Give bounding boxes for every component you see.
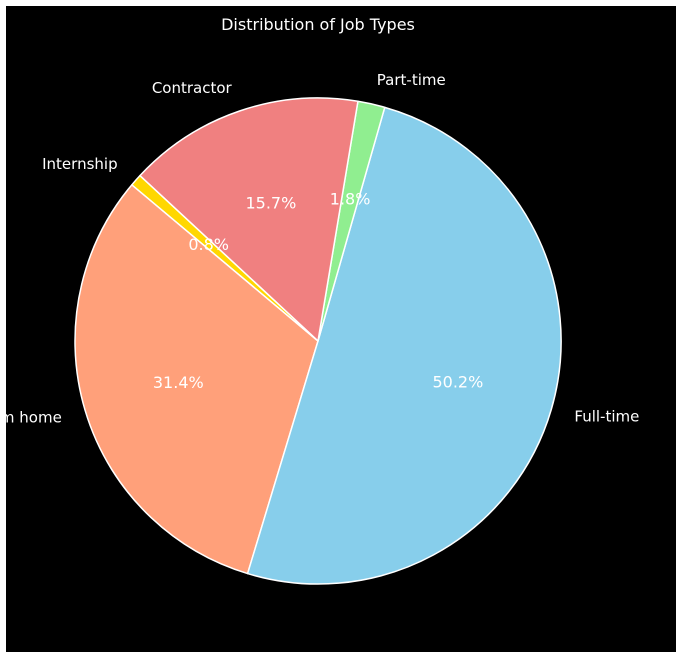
label-contractor: Contractor bbox=[152, 79, 233, 97]
label-work-from-home: Work from home bbox=[0, 408, 62, 426]
pct-label-work-from-home: 31.4% bbox=[153, 373, 204, 392]
label-part-time: Part-time bbox=[377, 71, 446, 89]
percent-labels: 31.4% 50.2% 1.8% 15.7% 0.8% bbox=[153, 189, 483, 392]
slice-work-from-home bbox=[74, 184, 319, 575]
slice-full-time bbox=[246, 106, 562, 585]
slice-labels: Work from home Full-time Part-time Contract… bbox=[0, 71, 639, 426]
slice-contractor bbox=[139, 97, 359, 342]
pct-label-contractor: 15.7% bbox=[245, 194, 296, 213]
slice-internship bbox=[131, 174, 319, 342]
label-internship: Internship bbox=[42, 155, 117, 173]
pct-label-full-time: 50.2% bbox=[432, 373, 483, 392]
pct-label-part-time: 1.8% bbox=[330, 189, 371, 208]
pct-label-internship: 0.8% bbox=[188, 235, 229, 254]
pie-slices bbox=[74, 97, 562, 585]
label-full-time: Full-time bbox=[574, 408, 639, 426]
chart-title: Distribution of Job Types bbox=[221, 15, 415, 34]
